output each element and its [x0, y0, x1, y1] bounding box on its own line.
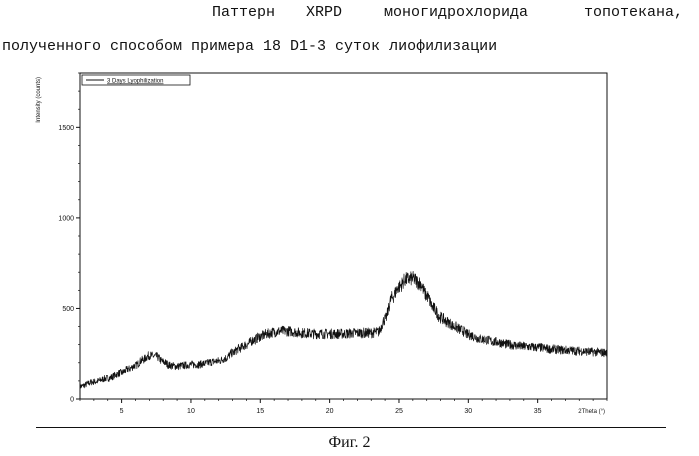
x-tick-label: 20: [326, 408, 334, 415]
x-tick-label: 10: [187, 408, 195, 415]
series-line: [80, 271, 607, 389]
caption-word: топотекана,: [584, 4, 683, 21]
y-tick-label: 1500: [58, 125, 74, 132]
x-tick-label: 25: [395, 408, 403, 415]
caption-line-2: полученного способом примера 18 D1-3 сут…: [2, 38, 497, 55]
caption-line-1: Паттерн XRPD моногидрохлорида топотекана…: [0, 0, 699, 24]
plot-frame: [80, 73, 607, 399]
caption-word: моногидрохлорида: [384, 4, 528, 21]
figure-label: Фиг. 2: [0, 434, 699, 452]
y-tick-label: 1000: [58, 215, 74, 222]
y-axis-label: Intensity (counts): [36, 77, 42, 123]
x-tick-label: 15: [256, 408, 264, 415]
y-tick-label: 500: [62, 306, 74, 313]
xrpd-chart: 5 10 15 20 25 30 35 0 500 1000 1500 Intensity (coun…: [0, 60, 699, 424]
x-tick-label: 5: [120, 408, 124, 415]
caption-word: XRPD: [306, 4, 342, 21]
x-tick-label: 30: [464, 408, 472, 415]
legend-label: 3 Days Lyophilization: [107, 79, 163, 85]
y-tick-label: 0: [70, 397, 74, 404]
x-axis-label: 2Theta (°): [578, 409, 605, 415]
figure-divider: [36, 427, 666, 428]
x-tick-label: 35: [534, 408, 542, 415]
caption-word: Паттерн: [212, 4, 275, 21]
